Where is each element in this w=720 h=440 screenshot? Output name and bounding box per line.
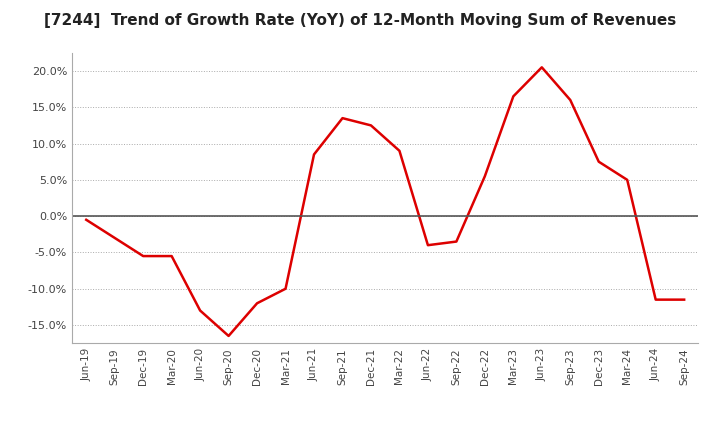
Text: [7244]  Trend of Growth Rate (YoY) of 12-Month Moving Sum of Revenues: [7244] Trend of Growth Rate (YoY) of 12-…: [44, 13, 676, 28]
